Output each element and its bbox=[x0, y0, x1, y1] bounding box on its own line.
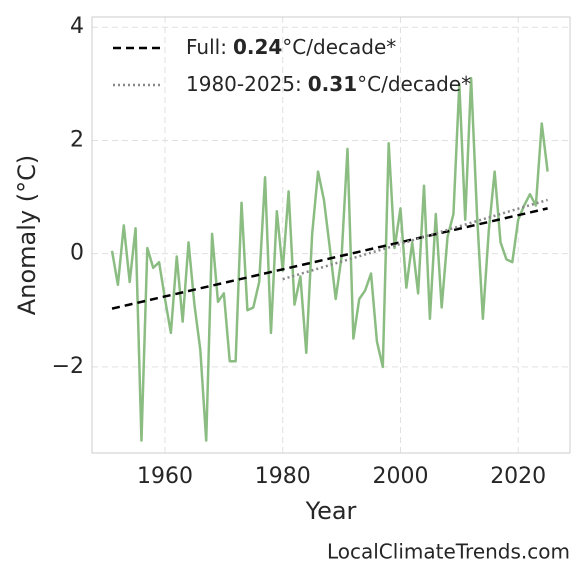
legend-name: 1980-2025: bbox=[186, 72, 302, 96]
x-tick-label: 2020 bbox=[490, 464, 546, 489]
y-tick-label: −2 bbox=[52, 354, 84, 379]
x-tick-label: 1980 bbox=[255, 464, 311, 489]
legend-unit: °C/decade* bbox=[357, 72, 471, 96]
x-axis-label: Year bbox=[305, 497, 357, 525]
x-tick-label: 2000 bbox=[372, 464, 428, 489]
y-axis-label: Anomaly (°C) bbox=[13, 155, 41, 315]
y-tick-label: 4 bbox=[70, 14, 84, 39]
x-tick-label: 1960 bbox=[137, 464, 193, 489]
y-tick-label: 0 bbox=[70, 241, 84, 266]
trend-line bbox=[111, 207, 548, 310]
legend-slope: 0.24 bbox=[233, 35, 282, 59]
trend-line bbox=[282, 198, 548, 281]
legend-label: Full: 0.24°C/decade* bbox=[186, 35, 396, 59]
legend-unit: °C/decade* bbox=[282, 35, 396, 59]
y-tick-label: 2 bbox=[70, 127, 84, 152]
legend-name: Full: bbox=[186, 35, 227, 59]
plot-frame bbox=[91, 16, 571, 454]
legend-label: 1980-2025: 0.31°C/decade* bbox=[186, 72, 471, 96]
legend-slope: 0.31 bbox=[308, 72, 357, 96]
credit: LocalClimateTrends.com bbox=[327, 540, 570, 564]
data-line bbox=[110, 76, 549, 442]
